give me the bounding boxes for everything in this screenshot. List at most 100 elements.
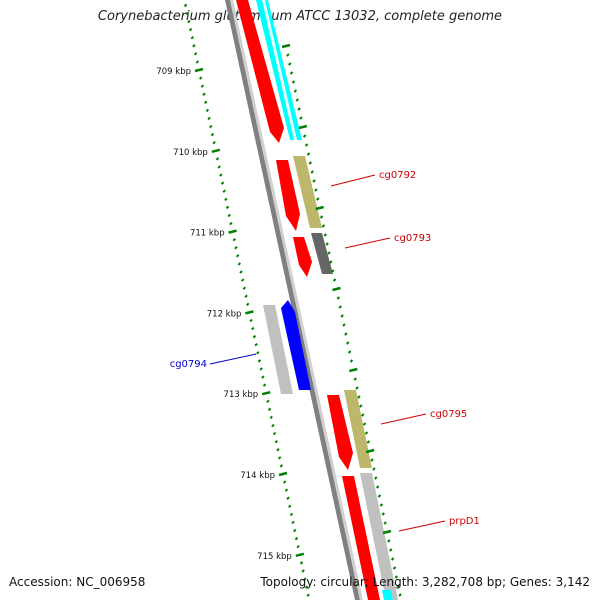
minor-tick <box>302 134 307 138</box>
minor-tick <box>332 278 337 282</box>
gray-feature <box>263 305 293 394</box>
major-tick <box>261 390 271 396</box>
minor-tick <box>277 456 282 460</box>
minor-tick <box>229 221 233 226</box>
minor-tick <box>398 593 402 597</box>
minor-tick <box>279 464 284 468</box>
minor-tick <box>215 157 220 161</box>
tick-label: 713 kbp <box>224 390 259 400</box>
major-tick <box>365 448 375 454</box>
minor-tick <box>304 143 309 147</box>
major-tick <box>194 67 204 73</box>
minor-tick <box>304 585 309 589</box>
cyan-feature <box>382 590 393 600</box>
minor-tick <box>372 467 376 471</box>
minor-tick <box>259 367 263 371</box>
backbone-highlight <box>230 0 363 600</box>
gray-feature <box>360 473 398 600</box>
minor-tick <box>390 557 395 561</box>
minor-tick <box>269 415 273 420</box>
cds-forward-arrow <box>236 0 284 143</box>
gene-label-cg0792[interactable]: cg0792 <box>379 170 416 181</box>
label-leader-line <box>380 413 427 425</box>
minor-tick <box>366 440 370 444</box>
minor-tick <box>261 375 265 379</box>
minor-tick <box>251 326 255 331</box>
minor-tick <box>381 512 385 516</box>
gene-label-cg0793[interactable]: cg0793 <box>394 233 431 244</box>
minor-tick <box>244 294 248 298</box>
minor-tick <box>295 98 299 102</box>
major-tick <box>332 286 341 292</box>
minor-tick <box>344 332 348 336</box>
minor-tick <box>222 189 226 193</box>
minor-tick <box>321 224 326 228</box>
tick-label: 710 kbp <box>173 148 208 158</box>
minor-tick <box>219 173 223 177</box>
minor-tick <box>296 545 300 549</box>
gene-label-cg0794[interactable]: cg0794 <box>170 359 207 370</box>
minor-tick <box>183 3 188 8</box>
minor-tick <box>267 407 272 412</box>
minor-tick <box>249 318 253 323</box>
major-tick <box>298 124 308 130</box>
minor-tick <box>359 404 363 408</box>
minor-tick <box>375 485 380 489</box>
gene-label-cg0795[interactable]: cg0795 <box>430 409 467 420</box>
minor-tick <box>353 377 357 381</box>
minor-tick <box>301 569 305 573</box>
dark-gray-feature <box>311 233 333 274</box>
minor-tick <box>299 116 303 120</box>
gene-label-prpD1[interactable]: prpD1 <box>449 516 480 527</box>
minor-tick <box>297 107 301 111</box>
minor-tick <box>303 577 307 581</box>
minor-tick <box>360 413 365 417</box>
minor-tick <box>327 251 331 255</box>
minor-tick <box>192 44 196 48</box>
genome-stats-text: Topology: circular; Length: 3,282,708 bp… <box>260 575 590 589</box>
minor-tick <box>310 170 314 174</box>
minor-tick <box>198 76 203 80</box>
minor-tick <box>316 197 320 201</box>
minor-tick <box>188 27 193 32</box>
cds-forward-arrow <box>342 476 380 600</box>
minor-tick <box>342 323 346 327</box>
minor-tick <box>274 439 278 444</box>
minor-tick <box>217 165 221 169</box>
tick-group: 709 kbp 710 kbp 711 kbp 712 kbp 713 kbp 714 k… <box>156 3 310 597</box>
minor-tick <box>286 53 290 57</box>
minor-tick <box>314 188 318 192</box>
olive-feature <box>344 390 372 468</box>
minor-tick <box>195 60 200 64</box>
minor-tick <box>246 302 250 307</box>
minor-tick <box>276 448 280 452</box>
minor-tick <box>239 270 243 274</box>
minor-tick <box>291 80 296 84</box>
label-leader-line <box>344 237 391 249</box>
minor-tick <box>355 386 359 390</box>
minor-tick <box>288 504 292 509</box>
minor-tick <box>374 476 378 480</box>
minor-tick <box>323 233 327 237</box>
major-tick <box>295 552 305 558</box>
minor-tick <box>193 52 198 56</box>
minor-tick <box>232 237 236 242</box>
minor-tick <box>224 197 228 201</box>
tick-label: 715 kbp <box>257 552 292 562</box>
minor-tick <box>389 548 393 552</box>
minor-tick <box>235 254 240 258</box>
minor-tick <box>252 334 257 339</box>
minor-tick <box>286 496 290 500</box>
minor-tick <box>299 561 304 565</box>
minor-tick <box>282 480 287 484</box>
minor-tick <box>312 179 316 183</box>
minor-tick <box>291 520 295 525</box>
minor-tick <box>284 488 289 492</box>
minor-tick <box>346 341 350 345</box>
minor-tick <box>364 431 369 435</box>
minor-tick <box>204 100 208 105</box>
minor-tick <box>357 395 361 399</box>
minor-tick <box>331 269 335 273</box>
minor-tick <box>392 566 397 570</box>
minor-tick <box>383 521 387 525</box>
